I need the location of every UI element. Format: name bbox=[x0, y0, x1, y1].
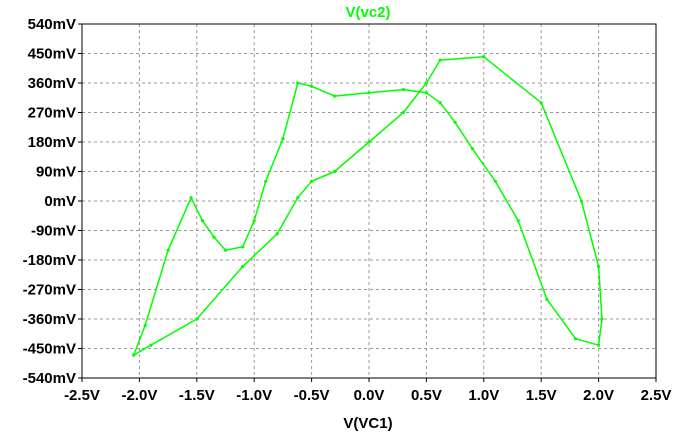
series-point-0-14 bbox=[470, 147, 474, 151]
series-point-0-19 bbox=[597, 343, 601, 347]
y-tick-label-4: 180mV bbox=[28, 134, 76, 151]
x-tick-label-9: 2.0V bbox=[583, 387, 614, 404]
series-point-0-3 bbox=[252, 219, 256, 223]
x-tick-label-1: -2.0V bbox=[121, 387, 157, 404]
series-point-0-23 bbox=[539, 101, 543, 105]
series-point-0-24 bbox=[482, 55, 486, 59]
series-point-0-27 bbox=[401, 110, 405, 115]
y-tick-label-6: 0mV bbox=[44, 193, 76, 210]
x-tick-labels: -2.5V -2.0V -1.5V -1.0V -0.5V 0.0V 0.5V 1.0V 1.5… bbox=[64, 378, 671, 404]
series-point-0-32 bbox=[275, 232, 279, 236]
x-axis-title: V(VC1) bbox=[343, 415, 392, 432]
y-tick-label-9: -270mV bbox=[23, 282, 76, 299]
series-point-0-29 bbox=[333, 169, 337, 174]
series-point-0-38 bbox=[166, 248, 170, 252]
series-point-0-40 bbox=[200, 219, 205, 223]
x-tick-label-3: -1.0V bbox=[236, 387, 272, 404]
y-tick-label-3: 270mV bbox=[28, 105, 76, 122]
x-tick-label-2: -1.5V bbox=[179, 387, 215, 404]
x-tick-label-10: 2.5V bbox=[641, 387, 672, 404]
y-tick-label-12: -540mV bbox=[23, 370, 76, 387]
series-point-0-4 bbox=[264, 179, 268, 183]
series-point-0-22 bbox=[579, 199, 584, 203]
series-point-0-15 bbox=[493, 179, 497, 183]
series-point-0-2 bbox=[241, 245, 245, 249]
series-point-0-13 bbox=[453, 120, 457, 124]
x-tick-label-0: -2.5V bbox=[64, 387, 100, 404]
y-tick-label-2: 360mV bbox=[28, 75, 76, 92]
series-point-0-39 bbox=[189, 196, 193, 200]
series-point-0-36 bbox=[132, 353, 136, 357]
series-point-0-25 bbox=[438, 58, 442, 62]
series-point-0-10 bbox=[401, 88, 405, 92]
series-point-0-30 bbox=[310, 179, 314, 183]
x-tick-label-4: -0.5V bbox=[294, 387, 330, 404]
series-point-0-33 bbox=[241, 265, 245, 269]
series-point-0-6 bbox=[296, 81, 300, 85]
series-point-0-21 bbox=[597, 265, 601, 269]
x-tick-label-6: 0.5V bbox=[411, 387, 442, 404]
trace-layer bbox=[132, 55, 604, 357]
x-tick-label-8: 1.5V bbox=[526, 387, 557, 404]
series-line-0 bbox=[132, 56, 603, 356]
y-tick-label-8: -180mV bbox=[23, 252, 76, 269]
series-point-0-37 bbox=[143, 324, 147, 328]
series-point-0-26 bbox=[424, 81, 428, 85]
x-tick-label-7: 1.0V bbox=[468, 387, 499, 404]
grid-lines bbox=[81, 23, 657, 379]
series-point-0-7 bbox=[310, 84, 314, 88]
y-tick-label-10: -360mV bbox=[23, 311, 76, 328]
series-point-0-41 bbox=[212, 235, 216, 239]
y-tick-label-7: -90mV bbox=[31, 223, 76, 240]
x-tick-label-5: 0.0V bbox=[354, 387, 385, 404]
series-point-0-28 bbox=[367, 140, 371, 144]
series-point-0-8 bbox=[333, 94, 337, 98]
series-point-0-9 bbox=[367, 91, 371, 95]
series-point-0-18 bbox=[574, 337, 578, 341]
series-point-0-35 bbox=[149, 343, 153, 347]
series-point-0-12 bbox=[438, 101, 442, 105]
y-tick-label-11: -450mV bbox=[23, 341, 76, 358]
y-tick-label-5: 90mV bbox=[36, 164, 76, 181]
series-point-0-20 bbox=[600, 317, 604, 321]
y-tick-label-0: 540mV bbox=[28, 16, 76, 33]
series-point-0-17 bbox=[545, 297, 549, 301]
series-point-0-1 bbox=[223, 248, 228, 252]
series-point-0-31 bbox=[296, 196, 300, 200]
series-point-0-5 bbox=[281, 137, 285, 141]
y-tick-labels: 540mV 450mV 360mV 270mV 180mV 90mV 0mV -90mV -18… bbox=[23, 16, 82, 387]
series-point-0-11 bbox=[424, 91, 428, 95]
chart-title: V(vc2) bbox=[345, 4, 390, 21]
y-tick-label-1: 450mV bbox=[28, 46, 76, 63]
series-point-0-34 bbox=[195, 317, 199, 321]
series-point-0-16 bbox=[516, 219, 520, 223]
